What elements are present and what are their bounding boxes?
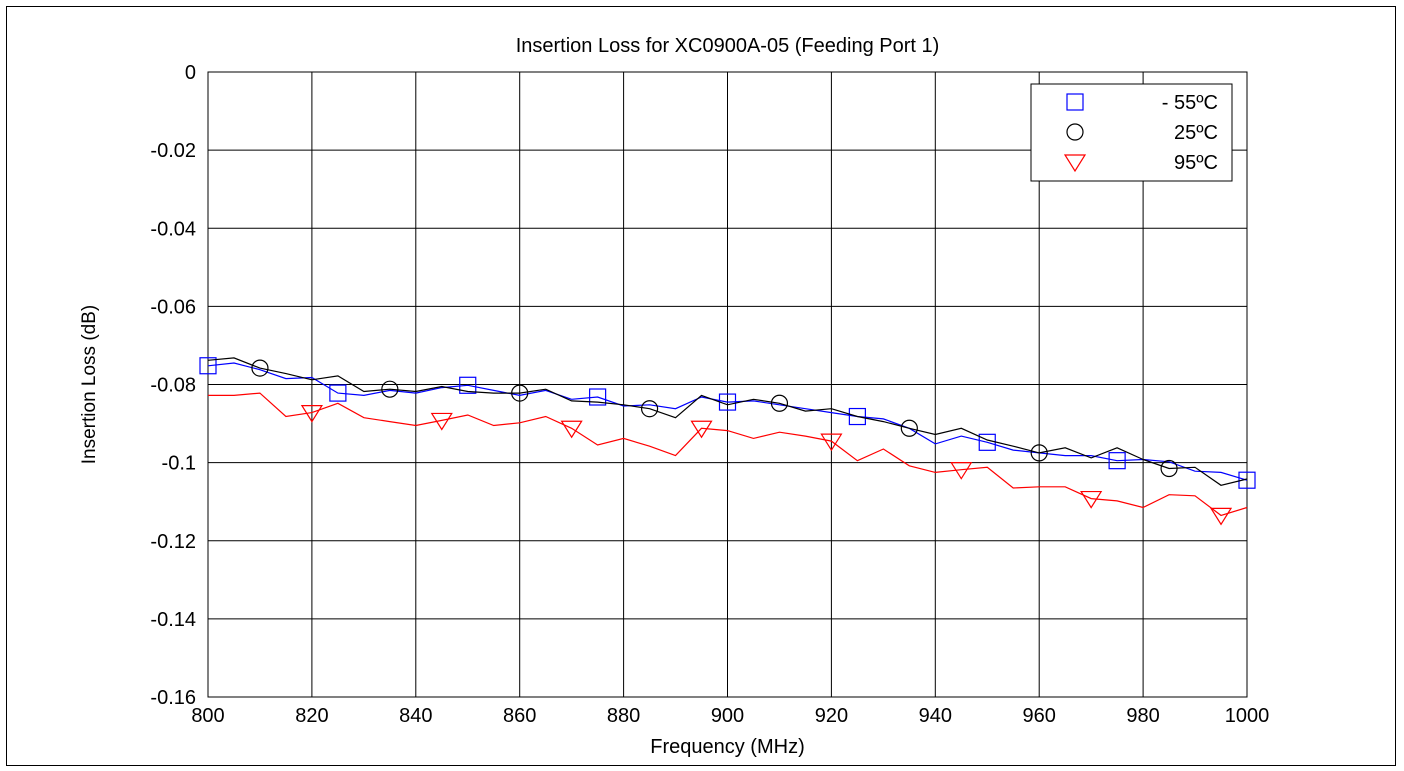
data-point-25c xyxy=(900,419,918,437)
series-95c xyxy=(208,392,1248,526)
data-point-25c xyxy=(381,380,399,398)
data-point-55c xyxy=(199,357,217,375)
series-55c xyxy=(199,357,1256,489)
legend-label: 95ºC xyxy=(1174,152,1218,174)
legend-label: 25ºC xyxy=(1174,122,1218,144)
legend: - 55ºC 25ºC 95ºC xyxy=(1030,83,1233,182)
data-point-95c xyxy=(430,412,453,431)
x-tick-label: 1000 xyxy=(1225,705,1270,727)
y-tick-label: -0.08 xyxy=(150,375,196,397)
y-tick-label: -0.04 xyxy=(150,218,196,240)
data-point-95c xyxy=(820,433,843,452)
legend-marker xyxy=(1066,123,1084,141)
legend-label: - 55ºC xyxy=(1162,92,1218,114)
legend-marker xyxy=(1066,93,1084,111)
data-point-25c xyxy=(1030,444,1048,462)
x-tick-label: 900 xyxy=(711,705,744,727)
y-tick-label: 0 xyxy=(185,62,196,84)
data-point-25c xyxy=(1160,459,1178,478)
data-point-25c xyxy=(640,400,659,418)
data-point-25c xyxy=(770,394,789,412)
legend-marker xyxy=(1063,154,1087,173)
data-point-95c xyxy=(560,420,583,439)
series-line-95c xyxy=(208,392,1248,517)
data-point-55c xyxy=(1108,452,1126,470)
plot-area xyxy=(207,71,1248,698)
legend-box xyxy=(1030,83,1233,182)
data-point-95c xyxy=(1209,507,1233,526)
y-tick-label: -0.06 xyxy=(150,296,196,318)
data-point-25c xyxy=(251,359,269,377)
y-tick-label: -0.12 xyxy=(150,531,196,553)
x-tick-label: 980 xyxy=(1126,705,1159,727)
x-axis-label: Frequency (MHz) xyxy=(650,736,804,758)
data-point-55c xyxy=(848,407,866,426)
y-tick-label: -0.14 xyxy=(150,609,196,631)
x-tick-label: 960 xyxy=(1023,705,1056,727)
y-axis-label: Insertion Loss (dB) xyxy=(79,305,100,464)
x-tick-label: 800 xyxy=(191,705,224,727)
series-line-25c xyxy=(207,357,1248,486)
data-point-95c xyxy=(300,405,323,423)
tick-labels: 800 820 840 860 880 900 920 940 960 980 1000 0 -0.02… xyxy=(150,62,1269,727)
data-point-95c xyxy=(950,462,973,480)
x-tick-label: 880 xyxy=(607,705,640,727)
series-layer xyxy=(199,357,1256,526)
x-tick-label: 940 xyxy=(919,705,952,727)
x-tick-label: 860 xyxy=(503,705,536,727)
data-point-95c xyxy=(1080,490,1103,509)
y-tick-label: -0.16 xyxy=(150,687,196,709)
x-tick-label: 920 xyxy=(815,705,848,727)
chart-title: Insertion Loss for XC0900A-05 (Feeding P… xyxy=(516,35,940,57)
data-point-25c xyxy=(511,384,529,402)
data-point-55c xyxy=(589,388,607,406)
x-tick-label: 820 xyxy=(295,705,328,727)
series-line-55c xyxy=(207,362,1248,481)
data-point-95c xyxy=(690,420,713,439)
x-tick-label: 840 xyxy=(399,705,432,727)
data-point-55c xyxy=(459,376,477,394)
series-25c xyxy=(207,357,1248,486)
y-tick-label: -0.02 xyxy=(150,140,196,162)
data-point-55c xyxy=(1238,471,1256,489)
y-tick-label: -0.1 xyxy=(162,453,196,475)
data-point-55c xyxy=(329,384,347,402)
